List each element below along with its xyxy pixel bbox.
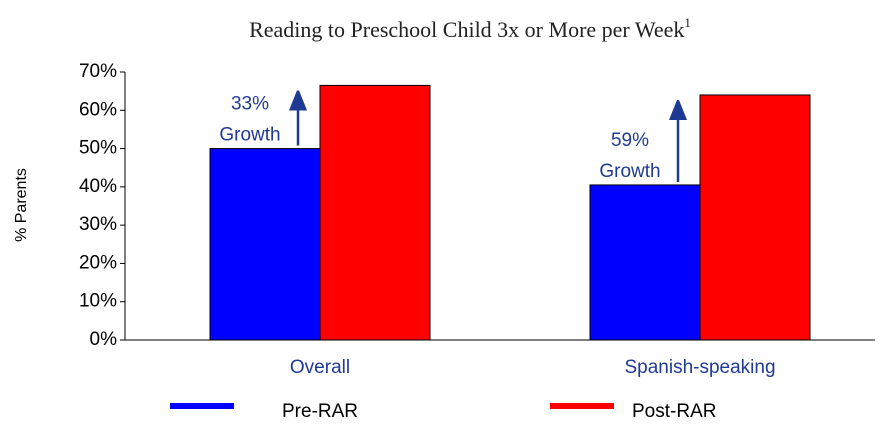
bar (699, 94, 811, 341)
legend-label: Pre-RAR (282, 401, 358, 422)
annotation: Growth (219, 125, 280, 146)
y-tick-label: 50% (79, 138, 117, 159)
x-tick-label: Overall (290, 357, 350, 378)
legend-label: Post-RAR (632, 401, 716, 422)
y-tick-label: 0% (90, 329, 118, 350)
y-axis-label: % Parents (13, 168, 30, 242)
chart-title: Reading to Preschool Child 3x or More pe… (249, 15, 691, 42)
annotation: Growth (599, 161, 660, 182)
bar (319, 84, 431, 341)
y-tick-label: 40% (79, 176, 117, 197)
y-tick-label: 70% (79, 61, 117, 82)
annotation: 59% (611, 130, 649, 151)
title-footnote: 1 (684, 15, 691, 30)
bar (209, 148, 321, 341)
title-text: Reading to Preschool Child 3x or More pe… (249, 17, 684, 42)
y-tick-label: 60% (79, 99, 117, 120)
y-tick-label: 30% (79, 214, 117, 235)
bar (589, 184, 701, 341)
annotation: 33% (231, 94, 269, 115)
x-tick-label: Spanish-speaking (624, 357, 775, 378)
y-tick-label: 10% (79, 291, 117, 312)
y-tick-label: 20% (79, 252, 117, 273)
